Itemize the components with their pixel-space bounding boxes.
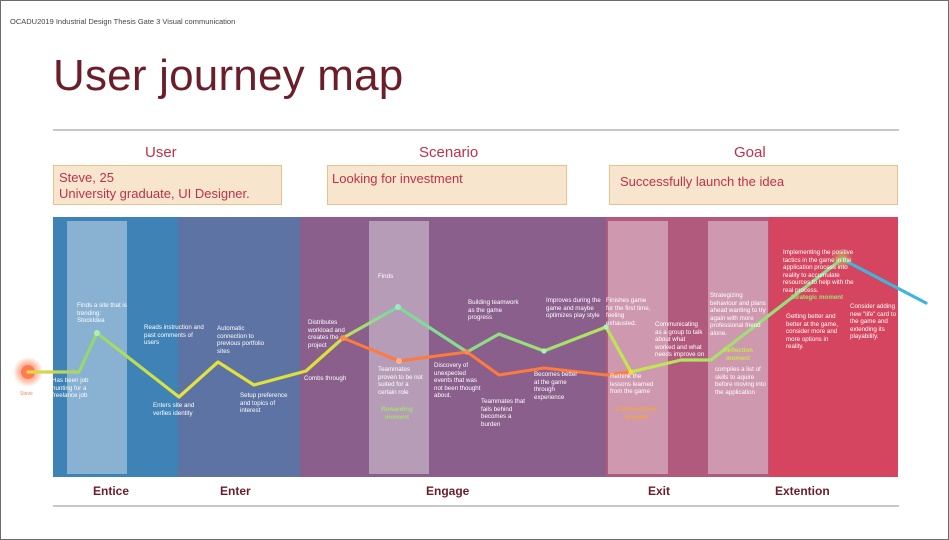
- user-role: University graduate, UI Designer.: [59, 186, 250, 201]
- step-note-life-card: Consider adding new "life" card to the g…: [850, 303, 897, 341]
- moment-strategic: Strategic moment: [790, 294, 844, 301]
- node-teammates: [396, 358, 402, 364]
- node-finds-site: [94, 330, 100, 336]
- step-note-finds-site: Finds a site that is trending: StockIdea: [77, 302, 127, 325]
- step-note-rethink: Rethink the lessons learned from the gam…: [610, 373, 654, 396]
- start-label: Steve: [20, 391, 33, 397]
- step-note-distributes: Distributes workload and creates the pro…: [308, 319, 345, 349]
- step-note-setup-preference: Setup preference and topics of interest: [240, 392, 288, 415]
- band-exit: [606, 217, 769, 477]
- stage-label-enter: Enter: [220, 484, 251, 498]
- scenario-card: Looking for investment: [327, 165, 567, 205]
- step-note-automatic-connection: Automatic connection to previous portfol…: [217, 325, 265, 355]
- highlight-panel-exit-2: [708, 221, 768, 474]
- step-note-becomes-better: Becomes better at the game through exper…: [534, 371, 578, 401]
- node-discovery: [464, 349, 470, 355]
- step-note-implementing: Implementing the positive tactics in the…: [783, 249, 854, 294]
- goal-text: Successfully launch the idea: [620, 174, 785, 189]
- step-note-strategizing: Strategizing behaviour and plans ahead w…: [710, 292, 766, 337]
- stage-label-extension: Extention: [775, 484, 830, 498]
- stage-label-engage: Engage: [426, 484, 470, 498]
- scenario-heading: Scenario: [419, 144, 479, 161]
- step-note-improves: Improves during the game and maybe optim…: [546, 297, 601, 320]
- page-title: User journey map: [53, 51, 404, 100]
- step-note-discovery: Discovery of unexpected events that was …: [434, 362, 481, 400]
- step-note-finds: Finds: [378, 273, 394, 280]
- step-note-building-teamwork: Building teamwork as the game progress: [468, 299, 519, 322]
- extension-journey-line: [840, 257, 928, 305]
- header-text: OCADU2019 Industrial Design Thesis Gate …: [10, 17, 236, 26]
- user-card: Steve, 25 University graduate, UI Design…: [53, 165, 282, 205]
- moment-rewarding: Rewarding moment: [381, 406, 413, 421]
- node-strategic-glow: [831, 248, 853, 270]
- step-note-compiles-skills: compiles a list of skills to aquire befo…: [715, 366, 766, 396]
- step-note-combs-through: Combs through: [304, 375, 347, 382]
- step-note-finishes-game: Finishes game for the first time, feelin…: [606, 297, 651, 327]
- moment-reflection: Reflection moment: [723, 347, 753, 362]
- node-rethink: [628, 369, 634, 375]
- scenario-text: Looking for investment: [332, 171, 463, 186]
- stage-label-exit: Exit: [648, 484, 671, 498]
- step-note-job-hunting: Has been job hunting for a freelance job: [52, 377, 89, 400]
- bottom-divider: [53, 505, 899, 507]
- top-divider: [53, 129, 899, 131]
- stage-label-entice: Entice: [93, 484, 130, 498]
- moment-confrontation: Confrontation moment: [616, 406, 657, 421]
- step-note-reads-instruction: Reads instruction and past comments of u…: [144, 324, 204, 347]
- node-finishes: [603, 324, 609, 330]
- node-finds: [395, 304, 401, 310]
- step-note-enters-site: Enters site and verfies identity: [153, 402, 195, 417]
- node-distributes: [340, 335, 346, 341]
- highlight-panel-engage: [369, 221, 429, 474]
- step-note-communicating: Communicating as a group to talk about w…: [655, 321, 705, 359]
- goal-heading: Goal: [734, 144, 766, 161]
- step-note-getting-better: Getting better and better at the game, c…: [786, 313, 838, 351]
- user-heading: User: [145, 144, 177, 161]
- step-note-teammates-role: Teammates proven to be not suited for a …: [378, 366, 423, 396]
- node-improves: [541, 348, 547, 354]
- goal-card: Successfully launch the idea: [609, 165, 898, 205]
- user-name: Steve, 25: [59, 170, 114, 185]
- step-note-teammates-burden: Teammates that fails behind becomes a bu…: [481, 398, 526, 428]
- band-enter: [178, 217, 300, 477]
